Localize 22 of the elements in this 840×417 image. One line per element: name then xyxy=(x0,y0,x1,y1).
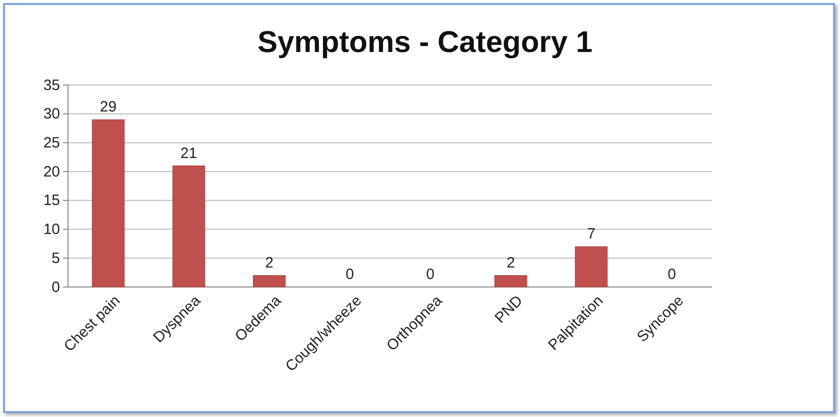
y-tick-label: 30 xyxy=(43,106,60,123)
bar xyxy=(574,246,608,288)
data-label: 21 xyxy=(180,144,198,162)
y-tick-label: 25 xyxy=(43,134,60,152)
data-label: 0 xyxy=(668,266,676,283)
bar xyxy=(172,166,206,288)
data-label: 7 xyxy=(587,226,596,243)
data-label: 2 xyxy=(506,254,515,272)
bar xyxy=(252,275,286,288)
chart-title: Symptoms - Category 1 xyxy=(257,26,593,59)
data-label: 29 xyxy=(100,98,117,116)
bar xyxy=(92,119,125,288)
y-tick-label: 15 xyxy=(43,192,60,210)
y-tick-label: 0 xyxy=(52,278,60,296)
data-label: 0 xyxy=(426,266,434,283)
data-label: 0 xyxy=(346,266,354,283)
data-label: 2 xyxy=(265,254,274,272)
y-tick-label: 35 xyxy=(43,76,60,94)
bar xyxy=(494,275,528,288)
y-tick-label: 10 xyxy=(43,221,60,238)
y-tick-label: 5 xyxy=(52,250,60,267)
y-tick-label: 20 xyxy=(43,163,60,180)
